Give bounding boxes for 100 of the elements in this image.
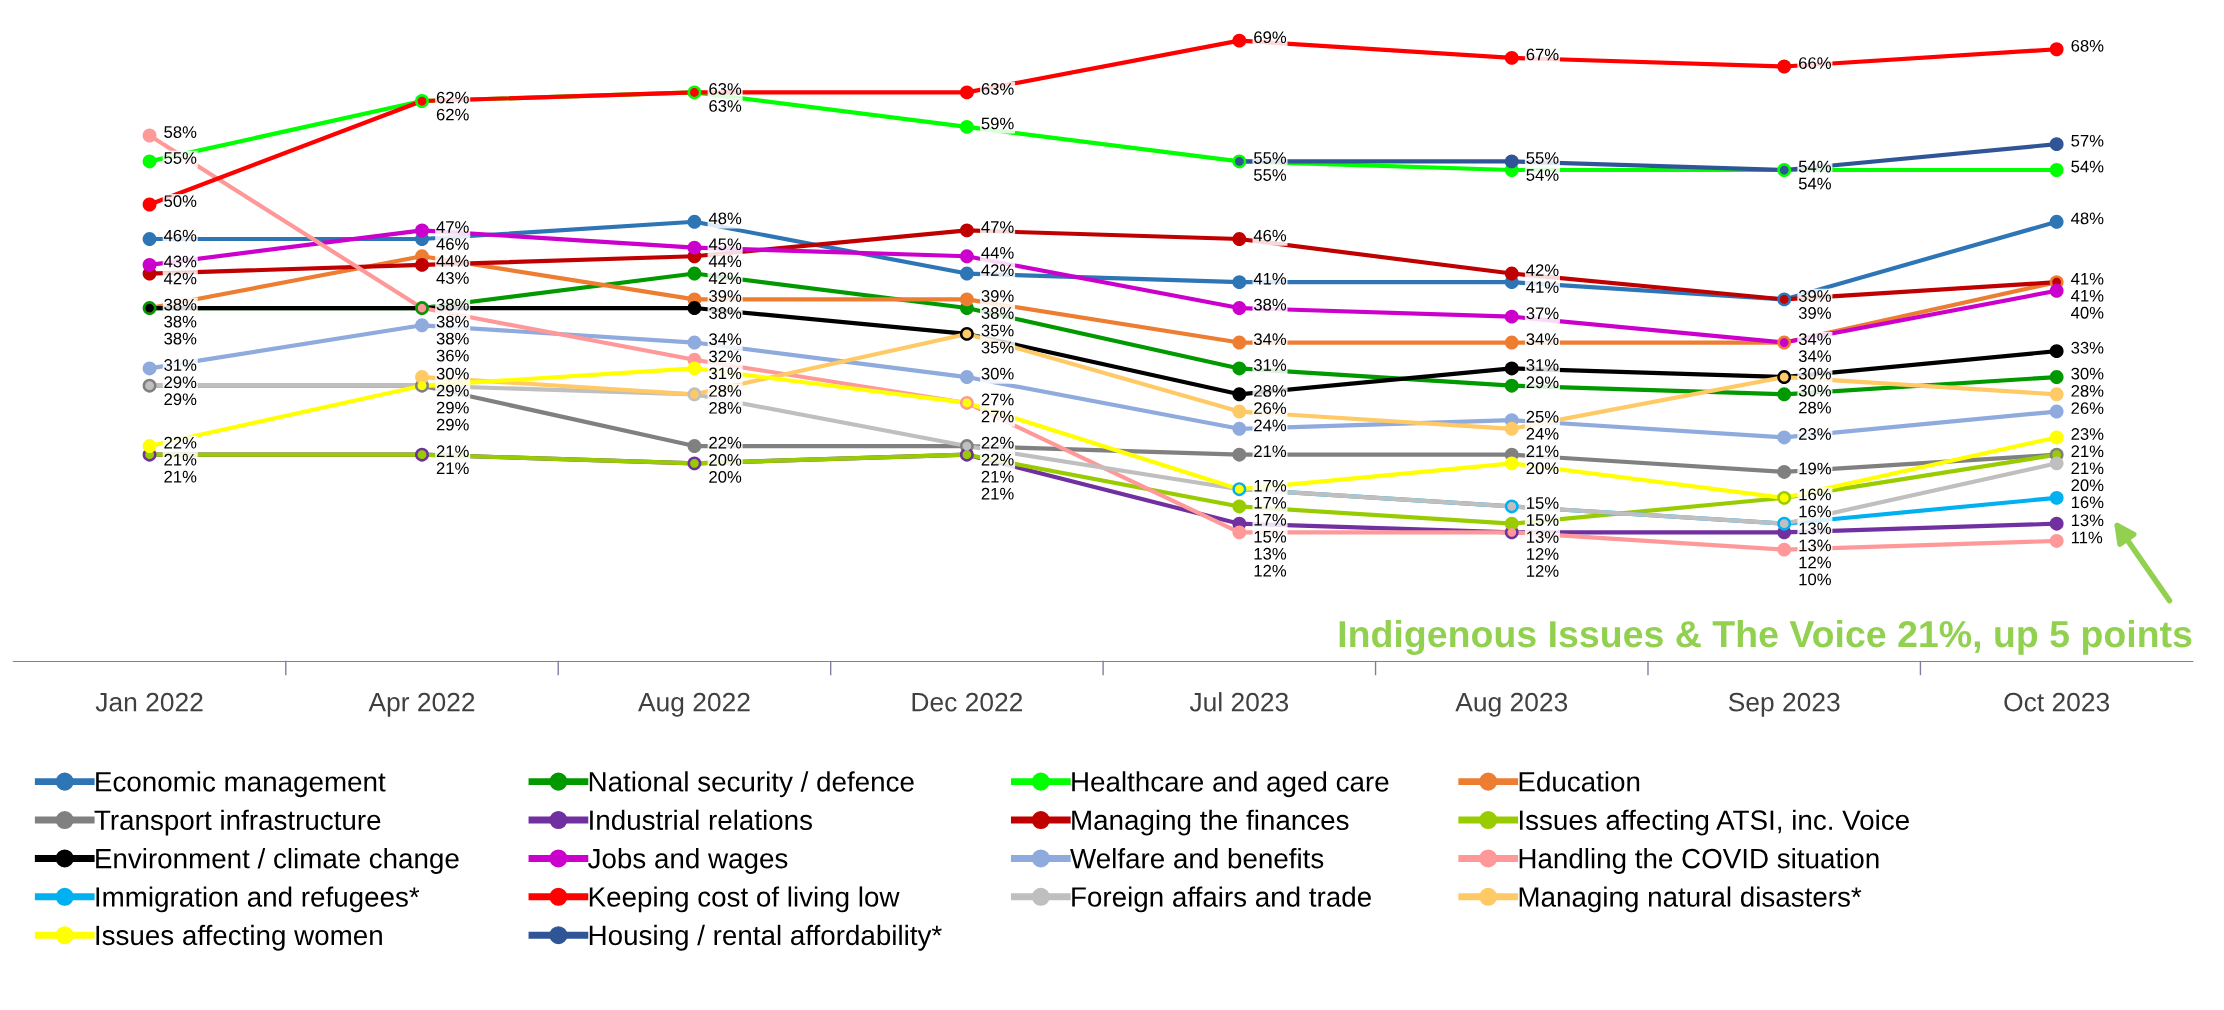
data-label: 38% — [436, 315, 469, 328]
data-label: 48% — [2071, 212, 2104, 225]
data-label: 59% — [981, 117, 1014, 130]
data-label: 43% — [163, 255, 197, 268]
legend-label: Transport infrastructure — [94, 809, 381, 836]
data-label: 40% — [2071, 306, 2104, 319]
data-label: 21% — [436, 445, 469, 458]
data-label: 55% — [1253, 152, 1287, 164]
data-label: 30% — [2071, 367, 2104, 380]
data-label: 26% — [1254, 402, 1287, 415]
data-label: 24% — [1526, 427, 1559, 440]
data-label: 16% — [1799, 488, 1831, 501]
data-label: 29% — [436, 401, 469, 414]
data-label: 39% — [1798, 290, 1831, 302]
data-label: 13% — [1799, 522, 1831, 535]
legend-label: Environment / climate change — [96, 848, 459, 874]
x-tick-label: Jul 2023 — [1189, 692, 1289, 712]
data-label: 28% — [2071, 384, 2104, 397]
data-label: 21% — [1254, 445, 1287, 458]
data-label: 41% — [1526, 281, 1559, 293]
data-label: 36% — [436, 349, 469, 362]
data-label: 29% — [164, 376, 197, 389]
data-label: 15% — [1527, 514, 1559, 526]
data-label: 63% — [981, 83, 1014, 95]
data-label: 19% — [1799, 462, 1831, 475]
data-label: 34% — [1526, 333, 1559, 346]
data-label: 29% — [436, 418, 469, 431]
data-label: 28% — [1799, 401, 1831, 414]
data-label: 30% — [1798, 384, 1831, 397]
data-label: 31% — [164, 359, 197, 371]
data-label: 34% — [1798, 350, 1831, 363]
data-label: 44% — [708, 255, 742, 268]
data-label: 22% — [164, 436, 197, 449]
data-label: 54% — [1526, 169, 1559, 181]
data-label: 55% — [1253, 169, 1287, 181]
data-label: 22% — [709, 436, 742, 449]
data-label: 12% — [1799, 556, 1831, 569]
legend-label: National security / defence — [589, 771, 914, 798]
data-label: 30% — [981, 367, 1014, 380]
data-label: 29% — [436, 384, 469, 397]
data-label: 54% — [1798, 160, 1831, 173]
data-label: 20% — [709, 453, 742, 466]
data-label: 57% — [2071, 134, 2104, 147]
x-tick-label: Jan 2022 — [95, 692, 203, 712]
data-label: 38% — [981, 307, 1014, 319]
data-label: 10% — [1799, 573, 1831, 586]
data-label: 30% — [1798, 367, 1831, 380]
data-label: 13% — [1254, 547, 1287, 560]
x-tick-label: Dec 2022 — [912, 692, 1023, 712]
data-label: 62% — [436, 91, 469, 104]
data-label: 68% — [2071, 39, 2104, 52]
data-label: 29% — [164, 393, 197, 406]
legend-label: Issues affecting ATSI, inc. Voice — [1519, 809, 1909, 836]
data-label: 17% — [1254, 479, 1287, 492]
data-label: 16% — [1799, 505, 1831, 518]
data-label: 12% — [1527, 548, 1559, 560]
data-label: 63% — [709, 100, 742, 112]
data-label: 46% — [436, 238, 469, 250]
data-label: 38% — [709, 307, 742, 319]
legend-label: Immigration and refugees* — [96, 886, 420, 913]
data-label: 39% — [1798, 307, 1831, 319]
data-label: 38% — [164, 298, 197, 311]
data-label: 47% — [436, 221, 469, 233]
legend-label: Industrial relations — [590, 809, 812, 831]
legend-label: Foreign affairs and trade — [1072, 886, 1371, 913]
data-label: 24% — [1254, 419, 1287, 432]
data-label: 66% — [1799, 57, 1831, 69]
data-label: 34% — [1798, 333, 1831, 346]
data-label: 38% — [436, 332, 469, 345]
legend-label: Housing / rental affordability* — [589, 924, 942, 951]
data-label: 11% — [2071, 531, 2103, 544]
data-label: 27% — [981, 393, 1014, 406]
data-label: 21% — [981, 487, 1014, 500]
data-label: 47% — [981, 221, 1014, 233]
data-label: 22% — [981, 453, 1014, 466]
data-label: 62% — [436, 108, 469, 121]
data-label: 21% — [436, 462, 469, 475]
data-label: 41% — [2071, 289, 2104, 302]
data-label: 31% — [709, 367, 742, 380]
data-label: 12% — [1254, 564, 1287, 577]
data-label: 46% — [163, 229, 197, 242]
legend-label: Managing natural disasters* — [1519, 886, 1862, 913]
data-label: 22% — [981, 436, 1014, 449]
legend-label: Handling the COVID situation — [1519, 848, 1879, 874]
x-tick-label: Aug 2023 — [1455, 692, 1568, 717]
data-label: 20% — [709, 470, 742, 483]
data-label: 15% — [1527, 497, 1559, 509]
x-tick-label: Apr 2022 — [368, 692, 475, 717]
data-label: 63% — [709, 83, 742, 95]
x-tick-label: Aug 2022 — [638, 692, 750, 717]
data-label: 27% — [981, 410, 1014, 423]
x-tick-label: Oct 2023 — [2004, 692, 2110, 712]
data-label: 30% — [436, 367, 469, 380]
legend-label: Issues affecting women — [96, 924, 382, 951]
legend-label: Healthcare and aged care — [1072, 771, 1389, 798]
data-label: 55% — [1526, 152, 1559, 164]
data-label: 31% — [1253, 359, 1287, 371]
data-label: 33% — [2071, 341, 2104, 354]
data-label: 35% — [981, 341, 1014, 354]
data-label: 44% — [436, 255, 469, 267]
